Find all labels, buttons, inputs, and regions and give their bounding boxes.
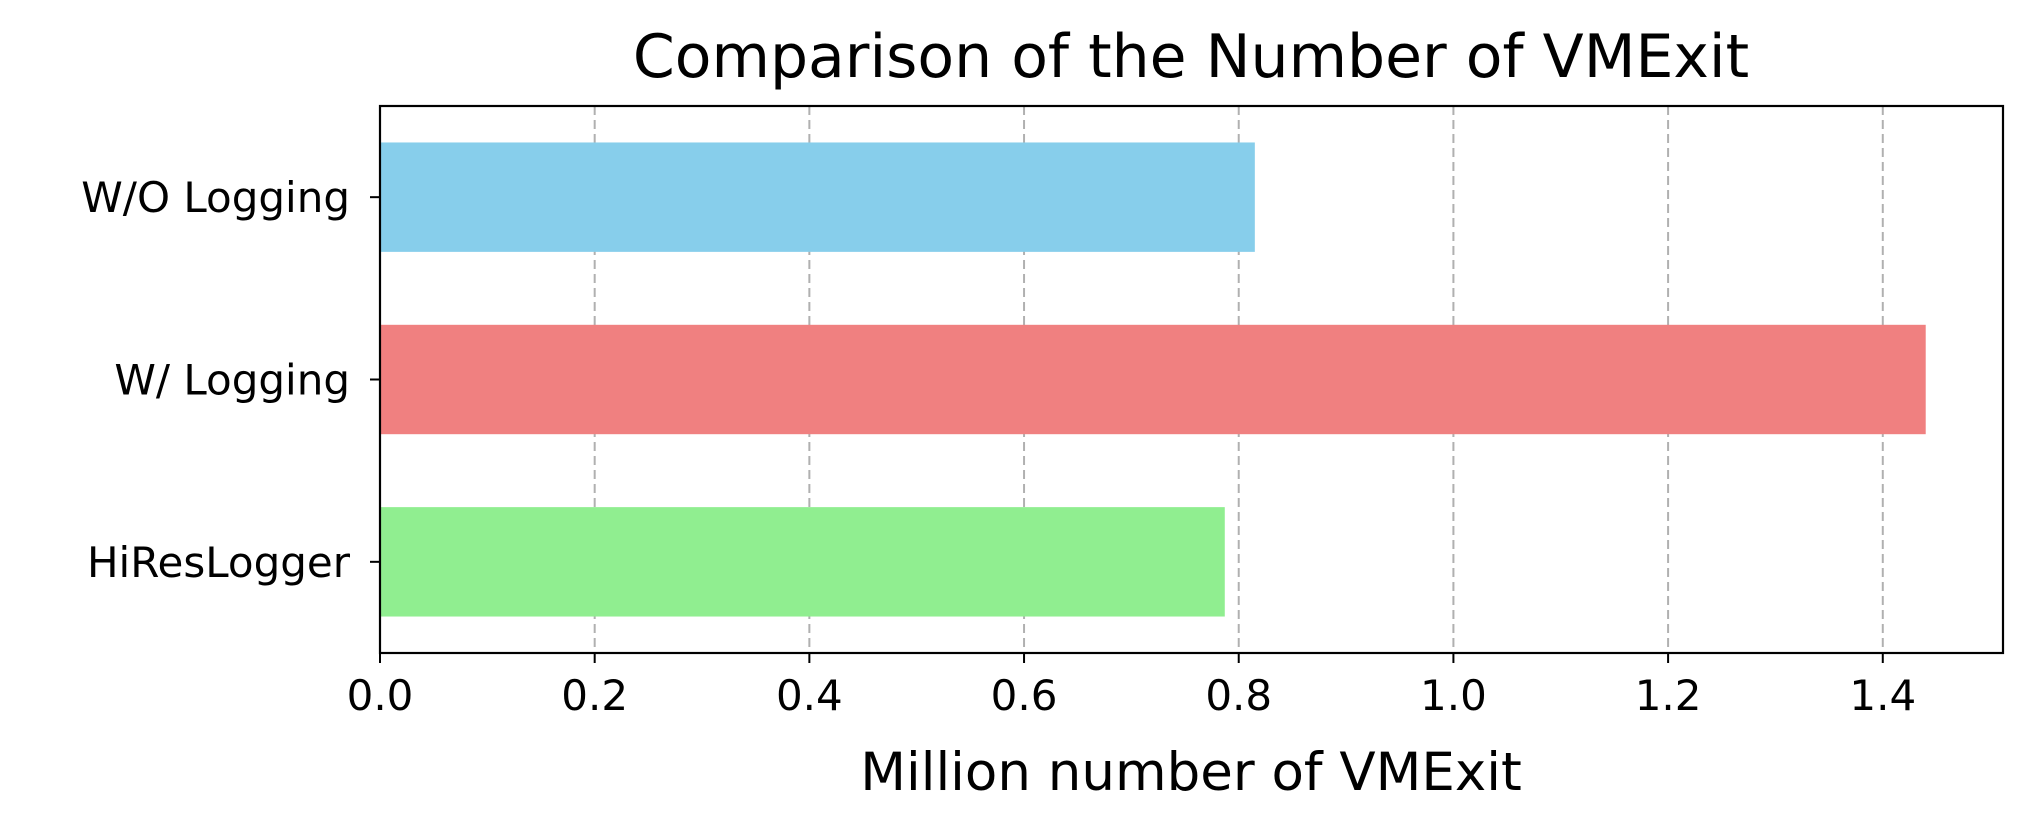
y-axis-ticks: W/O Logging W/ Logging HiResLogger [81, 173, 380, 587]
x-tick-label: 0.4 [776, 671, 843, 720]
y-tick-label: W/O Logging [81, 173, 350, 222]
x-axis-label: Million number of VMExit [860, 742, 1521, 803]
x-axis-ticks: 0.0 0.2 0.4 0.6 0.8 1.0 1.2 1.4 [347, 653, 1916, 720]
bar-hireslogger [380, 507, 1225, 617]
x-tick-label: 1.2 [1635, 671, 1702, 720]
bar-w-o-logging [380, 142, 1255, 252]
x-tick-label: 0.6 [991, 671, 1058, 720]
y-tick-label: W/ Logging [114, 356, 350, 405]
bars [380, 142, 1926, 617]
y-tick-label: HiResLogger [87, 538, 351, 587]
x-tick-label: 0.8 [1205, 671, 1272, 720]
x-tick-label: 1.0 [1420, 671, 1487, 720]
x-tick-label: 0.0 [347, 671, 414, 720]
chart-title: Comparison of the Number of VMExit [633, 22, 1749, 92]
x-tick-label: 1.4 [1849, 671, 1916, 720]
x-tick-label: 0.2 [561, 671, 628, 720]
bar-w-logging [380, 324, 1926, 435]
